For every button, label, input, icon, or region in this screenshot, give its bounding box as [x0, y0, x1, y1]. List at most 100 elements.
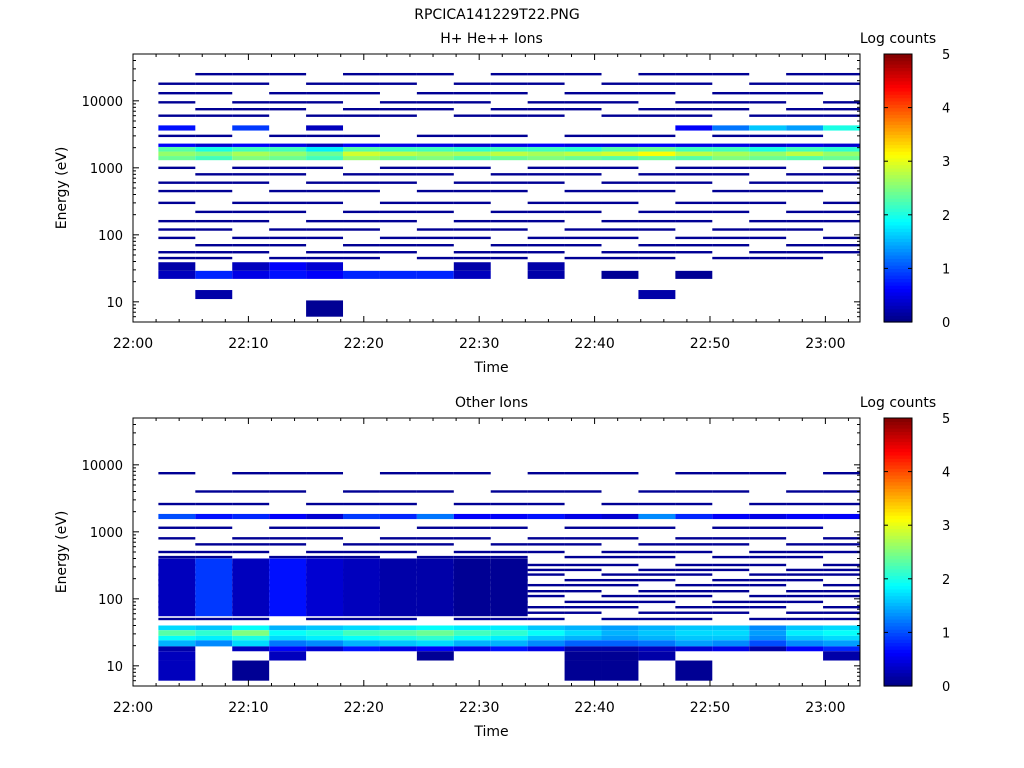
heatmap-cell: [749, 617, 787, 621]
heatmap-cell: [490, 228, 528, 231]
heatmap-cell: [638, 72, 676, 76]
heatmap-cell: [490, 219, 528, 223]
y-axis-label: Energy (eV): [54, 147, 70, 230]
heatmap-cell: [306, 189, 344, 193]
heatmap-cell: [712, 228, 750, 231]
heatmap-cell: [749, 125, 787, 131]
heatmap-cell: [158, 82, 196, 85]
heatmap-cell: [232, 537, 270, 540]
heatmap-cell: [749, 91, 787, 95]
heatmap-cell: [675, 101, 713, 104]
colorbar-swatch: [884, 127, 912, 132]
heatmap-cell: [712, 490, 750, 493]
colorbar-swatch: [884, 231, 912, 236]
heatmap-cell: [232, 251, 270, 254]
heatmap-cell: [269, 630, 307, 636]
colorbar-swatch: [884, 164, 912, 169]
heatmap-cell: [564, 210, 602, 214]
heatmap-cell: [453, 270, 491, 279]
heatmap-cell: [527, 146, 565, 152]
colorbar-swatch: [884, 301, 912, 306]
heatmap-cell: [527, 583, 565, 587]
heatmap-cell: [749, 600, 787, 604]
heatmap-cell: [786, 82, 824, 85]
heatmap-cell: [490, 617, 528, 621]
heatmap-cell: [453, 151, 491, 157]
heatmap-cell: [195, 550, 233, 554]
heatmap-cell: [564, 589, 602, 593]
heatmap-cell: [158, 472, 196, 475]
heatmap-cell: [306, 156, 344, 161]
x-tick-label: 22:10: [228, 336, 268, 352]
heatmap-cell: [601, 134, 639, 138]
heatmap-cell: [638, 589, 676, 593]
colorbar-swatch: [884, 478, 912, 483]
heatmap-cell: [490, 251, 528, 254]
heatmap-cell: [158, 526, 196, 529]
heatmap-cell: [269, 146, 307, 152]
heatmap-cell: [749, 578, 787, 582]
heatmap-cell: [712, 640, 750, 647]
heatmap-cell: [158, 189, 196, 193]
heatmap-cell: [269, 91, 307, 95]
heatmap-cell: [712, 143, 750, 147]
heatmap-cell: [269, 101, 307, 104]
colorbar-swatch: [884, 645, 912, 650]
x-tick-label: 22:20: [344, 336, 384, 352]
colorbar-swatch: [884, 137, 912, 142]
heatmap-cell: [564, 173, 602, 176]
colorbar-swatch: [884, 521, 912, 526]
heatmap-cell: [158, 270, 196, 279]
heatmap-cell: [527, 166, 565, 170]
heatmap-cell: [269, 166, 307, 170]
heatmap-cell: [601, 660, 639, 681]
heatmap-cell: [232, 101, 270, 104]
colorbar-swatch: [884, 305, 912, 310]
heatmap-cell: [490, 173, 528, 176]
heatmap-cell: [749, 146, 787, 152]
heatmap-cell: [564, 600, 602, 604]
heatmap-cell: [269, 526, 307, 529]
heatmap-cell: [749, 646, 787, 652]
heatmap-cell: [564, 526, 602, 529]
heatmap-cell: [564, 537, 602, 540]
heatmap-cell: [306, 537, 344, 540]
heatmap-cell: [638, 290, 676, 300]
colorbar-swatch: [884, 565, 912, 570]
colorbar-swatch: [884, 421, 912, 426]
heatmap-cell: [453, 502, 491, 506]
heatmap-cell: [601, 573, 639, 576]
heatmap-cell: [786, 600, 824, 604]
colorbar-swatch: [884, 418, 912, 422]
heatmap-cell: [638, 617, 676, 621]
heatmap-cell: [379, 490, 417, 493]
heatmap-cell: [379, 156, 417, 161]
heatmap-cell: [343, 173, 380, 176]
heatmap-cell: [306, 125, 344, 131]
heatmap-cell: [601, 600, 639, 604]
heatmap-cell: [823, 635, 860, 641]
heatmap-cell: [453, 228, 491, 231]
heatmap-cell: [638, 134, 676, 138]
colorbar-swatch: [884, 181, 912, 186]
heatmap-cell: [638, 244, 676, 247]
heatmap-cell: [490, 156, 528, 161]
heatmap-cell: [379, 146, 417, 152]
heatmap-cell: [638, 526, 676, 529]
heatmap-cell: [306, 555, 344, 559]
heatmap-cell: [823, 651, 860, 661]
heatmap-cell: [490, 143, 528, 147]
heatmap-cell: [527, 617, 565, 621]
heatmap-cell: [527, 537, 565, 540]
heatmap-cell: [712, 635, 750, 641]
heatmap-cell: [232, 219, 270, 223]
heatmap-cell: [749, 219, 787, 223]
colorbar-swatch: [884, 275, 912, 280]
colorbar-swatch: [884, 434, 912, 439]
heatmap-cell: [269, 189, 307, 193]
heatmap-cell: [675, 625, 713, 631]
heatmap-cell: [638, 646, 676, 652]
heatmap-cell: [269, 244, 307, 247]
heatmap-cell: [786, 646, 824, 652]
heatmap-cell: [786, 143, 824, 147]
